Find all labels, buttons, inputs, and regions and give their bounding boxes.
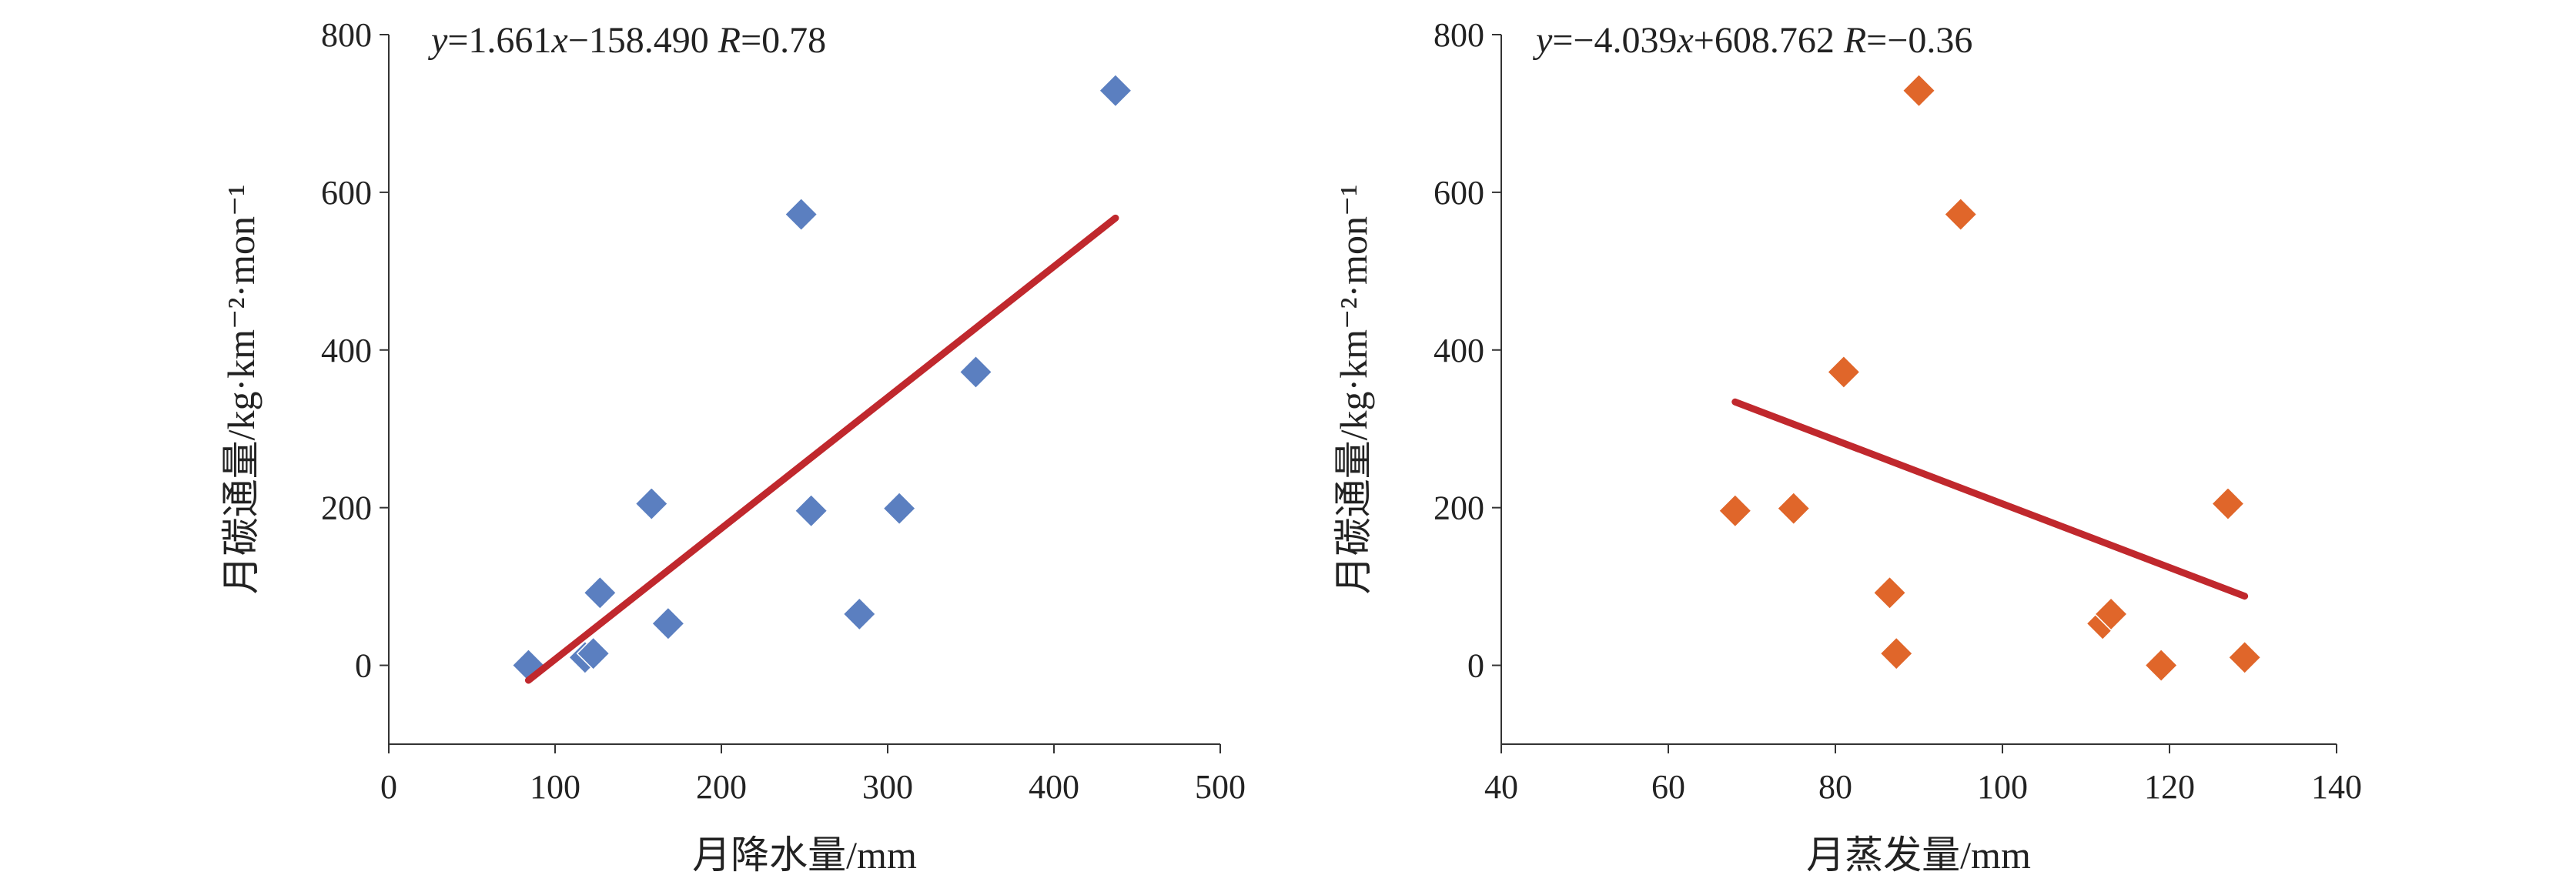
equation-part: R [718,20,741,61]
y-tick-label: 600 [1434,174,1484,212]
data-point [1872,576,1907,610]
equation-part: =1.661 [447,20,551,61]
equation-part: −158.490 [568,20,718,61]
x-tick-label: 40 [1484,768,1518,806]
x-tick-label: 140 [2311,768,2362,806]
data-point [1943,197,1978,232]
y-tick-label: 800 [1434,16,1484,54]
data-point [2144,648,2179,683]
y-tick-label: 800 [321,16,372,54]
x-axis-title: 月蒸发量/mm [1806,833,2031,877]
data-point [651,606,685,641]
equation-part: y [427,20,448,61]
x-axis-title: 月降水量/mm [692,833,917,877]
data-point [583,576,617,610]
data-point [1902,73,1936,108]
trendline [1731,398,2249,600]
trendline [524,214,1119,684]
x-tick-label: 100 [1977,768,2028,806]
x-tick-label: 100 [530,768,580,806]
regression-equation: y=−4.039x+608.762 R=−0.36 [1532,20,1972,61]
data-point [784,197,818,232]
data-point [2227,640,2262,675]
y-tick-label: 200 [1434,489,1484,527]
data-point [1776,491,1811,526]
y-tick-label: 200 [321,489,372,527]
data-point [1718,493,1752,528]
data-point [794,493,828,528]
x-tick-label: 80 [1818,768,1852,806]
data-point [1826,355,1861,389]
y-axis-title: 月碳通量/kg·km⁻²·mon⁻¹ [1332,185,1375,595]
x-tick-label: 500 [1195,768,1246,806]
y-axis-title: 月碳通量/kg·km⁻²·mon⁻¹ [219,185,263,595]
equation-part: x [1676,20,1693,61]
data-point [2210,486,2246,521]
chart-panel-2: 0 200 400 600 800 40 60 80 100 120 140 月蒸发量/mm 月碳通量/… [1332,16,2362,877]
equation-part: x [550,20,567,61]
x-tick-label: 400 [1029,768,1079,806]
data-point [958,355,993,389]
x-tick-label: 0 [380,768,397,806]
data-point [842,596,877,632]
data-point [882,491,917,526]
y-tick-label: 400 [1434,332,1484,369]
y-tick-label: 0 [1467,647,1484,685]
y-tick-label: 600 [321,174,372,212]
x-tick-label: 300 [862,768,913,806]
equation-part: +608.762 [1694,20,1844,61]
x-tick-label: 120 [2144,768,2195,806]
x-tick-label: 60 [1651,768,1685,806]
data-point [634,486,669,521]
data-point [1098,73,1132,108]
y-tick-label: 400 [321,332,372,369]
regression-equation: y=1.661x−158.490 R=0.78 [427,20,826,61]
equation-part: =−0.36 [1866,20,1972,61]
equation-part: =0.78 [741,20,826,61]
data-point [2093,596,2129,632]
y-tick-label: 0 [355,647,372,685]
chart-panel-1: 0 200 400 600 800 0 100 200 300 400 500 月降水量/mm 月碳通量… [219,16,1246,877]
data-point [576,636,611,671]
equation-part: y [1532,20,1553,61]
equation-part: =−4.039 [1552,20,1677,61]
equation-part: R [1843,20,1866,61]
data-point [1879,636,1914,671]
x-tick-label: 200 [696,768,747,806]
